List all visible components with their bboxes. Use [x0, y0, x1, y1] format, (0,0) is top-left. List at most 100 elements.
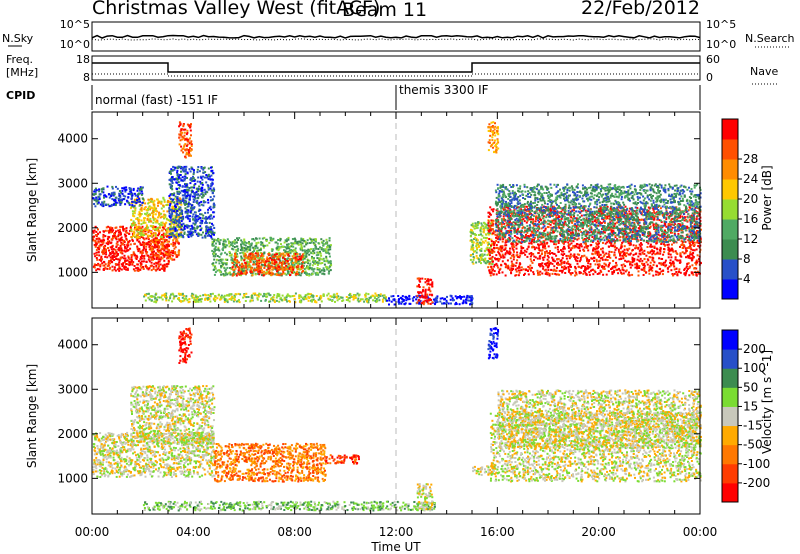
power-echo-cell	[249, 246, 252, 249]
power-echo-cell	[179, 191, 182, 194]
power-echo-cell	[470, 299, 473, 302]
power-echo-cell	[175, 238, 178, 241]
power-echo-cell	[117, 199, 120, 202]
power-echo-cell	[314, 262, 317, 265]
power-echo-cell	[174, 229, 177, 232]
power-echo-cell	[287, 236, 290, 239]
power-echo-cell	[594, 250, 597, 253]
power-echo-cell	[178, 197, 181, 200]
power-echo-cell	[103, 239, 106, 242]
power-echo-cell	[474, 236, 477, 239]
power-echo-cell	[615, 261, 618, 264]
power-echo-cell	[169, 193, 172, 196]
power-echo-cell	[465, 298, 467, 301]
power-echo-cell	[103, 194, 106, 197]
power-echo-cell	[108, 254, 111, 257]
power-echo-cell	[291, 271, 293, 274]
power-echo-cell	[282, 256, 285, 259]
power-echo-cell	[223, 239, 226, 242]
power-echo-cell	[308, 267, 311, 270]
power-echo-cell	[265, 268, 268, 271]
power-echo-cell	[190, 209, 193, 212]
power-echo-cell	[284, 272, 287, 275]
power-echo-cell	[130, 256, 133, 259]
power-echo-cell	[148, 245, 151, 248]
power-echo-cell	[117, 235, 120, 238]
power-echo-cell	[309, 238, 312, 241]
power-echo-cell	[180, 227, 183, 230]
power-echo-cell	[454, 303, 457, 306]
power-echo-cell	[102, 264, 105, 267]
power-echo-cell	[150, 225, 153, 228]
power-echo-cell	[333, 296, 335, 299]
power-echo-cell	[167, 227, 170, 230]
power-echo-cell	[236, 249, 239, 252]
power-echo-cell	[321, 272, 324, 275]
power-echo-cell	[154, 268, 157, 271]
power-echo-cell	[377, 294, 380, 296]
power-echo-cell	[143, 295, 146, 298]
power-echo-cell	[178, 136, 181, 139]
power-echo-cell	[591, 236, 594, 238]
power-echo-cell	[140, 266, 143, 269]
power-echo-cell	[145, 209, 148, 212]
power-echo-cell	[98, 268, 101, 271]
power-echo-cell	[202, 204, 205, 207]
power-echo-cell	[276, 268, 279, 271]
power-echo-cell	[303, 249, 306, 252]
power-echo-cell	[287, 272, 289, 275]
power-echo-cell	[169, 297, 172, 300]
power-echo-cell	[321, 242, 324, 245]
power-echo-cell	[186, 129, 189, 132]
power-echo-cell	[256, 255, 259, 257]
power-echo-cell	[207, 226, 210, 229]
power-echo-cell	[131, 210, 134, 213]
power-echo-cell	[143, 247, 146, 250]
power-echo-cell	[181, 138, 184, 141]
power-echo-cell	[117, 248, 120, 251]
power-echo-cell	[109, 246, 112, 249]
power-echo-cell	[139, 250, 142, 253]
power-echo-cell	[94, 187, 97, 190]
power-echo-cell	[101, 204, 103, 207]
power-echo-cell	[300, 267, 303, 270]
power-echo-cell	[109, 205, 112, 208]
power-echo-cell	[111, 230, 114, 233]
power-echo-cell	[107, 243, 109, 246]
power-echo-cell	[117, 263, 120, 266]
power-echo-cell	[445, 301, 448, 304]
power-echo-cell	[127, 249, 130, 252]
power-echo-cell	[235, 300, 238, 303]
power-echo-cell	[480, 244, 482, 246]
power-echo-cell	[317, 248, 320, 251]
power-echo-cell	[252, 238, 255, 240]
power-echo-cell	[673, 268, 676, 271]
power-echo-cell	[175, 224, 178, 227]
power-echo-cell	[360, 298, 362, 301]
power-echo-cell	[277, 271, 280, 274]
power-echo-cell	[177, 165, 180, 168]
power-echo-cell	[101, 240, 104, 242]
power-echo-cell	[418, 277, 420, 280]
power-echo-cell	[265, 295, 268, 298]
power-echo-cell	[95, 200, 98, 203]
noise-right-tick-bottom: 10^0	[706, 38, 736, 51]
power-echo-cell	[158, 269, 161, 271]
power-echo-cell	[177, 235, 180, 238]
power-echo-cell	[173, 201, 176, 204]
power-echo-cell	[171, 176, 174, 179]
power-echo-cell	[324, 248, 327, 251]
power-echo-cell	[294, 258, 297, 261]
power-echo-cell	[185, 209, 188, 212]
power-echo-cell	[297, 260, 300, 263]
power-echo-cell	[185, 224, 188, 227]
power-echo-cell	[172, 297, 175, 300]
power-echo-cell	[160, 296, 163, 299]
power-echo-cell	[117, 229, 120, 232]
power-echo-cell	[168, 240, 170, 243]
power-echo-cell	[109, 226, 112, 229]
power-echo-cell	[172, 252, 174, 254]
power-echo-cell	[144, 242, 147, 245]
power-echo-cell	[227, 240, 230, 243]
power-echo-cell	[172, 243, 175, 246]
